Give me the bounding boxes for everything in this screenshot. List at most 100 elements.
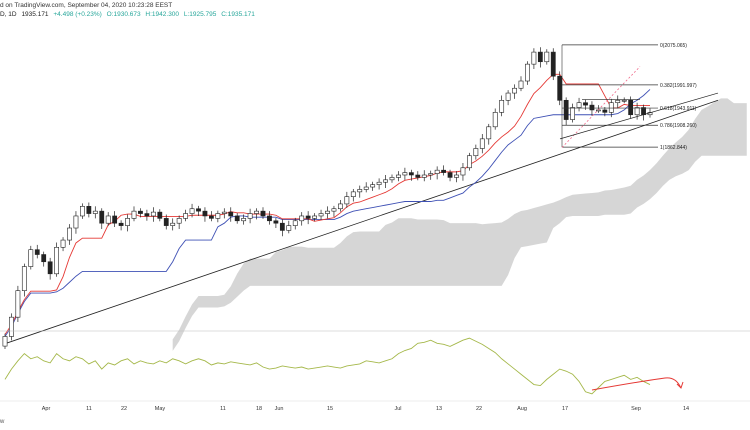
candle-body bbox=[396, 174, 401, 178]
candle-body bbox=[454, 174, 459, 178]
candle-body bbox=[86, 206, 92, 214]
kijun-line bbox=[4, 89, 651, 337]
candle-body bbox=[150, 211, 156, 217]
candle-body bbox=[157, 211, 163, 219]
candle-body bbox=[241, 218, 247, 222]
candle-body bbox=[608, 102, 614, 113]
candle-body bbox=[80, 206, 85, 217]
x-tick-label: Sep bbox=[631, 406, 641, 412]
candle-body bbox=[170, 222, 176, 226]
triangle-upper-line bbox=[559, 92, 719, 140]
high-value: H:1942.300 bbox=[145, 11, 180, 18]
candle-body bbox=[576, 102, 582, 108]
candle-body bbox=[9, 316, 14, 337]
candle-body bbox=[92, 210, 98, 214]
x-tick-label: Jul bbox=[394, 406, 401, 412]
candle-body bbox=[299, 215, 305, 222]
candle-body bbox=[189, 208, 195, 214]
candle-body bbox=[260, 210, 266, 217]
candle-body bbox=[550, 51, 556, 77]
candle-body bbox=[183, 213, 188, 219]
candle-body bbox=[105, 215, 111, 224]
candle-body bbox=[570, 107, 575, 120]
x-tick-label: 13 bbox=[436, 406, 442, 412]
fib-diagonal bbox=[561, 66, 641, 148]
x-tick-label: 11 bbox=[220, 406, 226, 412]
close-value: C:1935.171 bbox=[221, 11, 255, 18]
oscillator-line bbox=[4, 337, 651, 395]
candle-body bbox=[525, 63, 530, 82]
x-tick-label: 15 bbox=[327, 406, 333, 412]
x-tick-label: May bbox=[155, 406, 166, 412]
candle-body bbox=[408, 172, 414, 176]
watermark: w bbox=[0, 419, 5, 425]
candle-body bbox=[628, 99, 634, 116]
candle-body bbox=[441, 169, 446, 173]
fib-label-1: 1(1862.844) bbox=[660, 145, 687, 151]
x-tick-label: Apr bbox=[42, 406, 51, 412]
candle-body bbox=[357, 189, 363, 193]
x-tick-label: Aug bbox=[517, 406, 527, 412]
candle-body bbox=[163, 218, 169, 226]
candle-body bbox=[531, 51, 537, 65]
candle-body bbox=[2, 336, 8, 347]
chart-header: d on TradingView.com, September 04, 2020… bbox=[0, 0, 750, 24]
candle-body bbox=[234, 215, 240, 222]
candle-body bbox=[196, 208, 201, 212]
candle-body bbox=[292, 220, 298, 226]
candle-body bbox=[434, 169, 440, 174]
fib-label-0.618: 0.618(1943.911) bbox=[660, 106, 697, 112]
fib-label-0.786: 0.786(1908.260) bbox=[660, 123, 697, 129]
x-tick-label: 17 bbox=[562, 406, 568, 412]
x-tick-label: 18 bbox=[256, 406, 262, 412]
candle-body bbox=[376, 181, 382, 185]
candle-body bbox=[473, 148, 479, 157]
candle-body bbox=[144, 213, 150, 217]
last-price: 1935.171 bbox=[21, 11, 49, 18]
candle-body bbox=[421, 174, 427, 178]
candle-body bbox=[15, 290, 21, 318]
candle-body bbox=[466, 155, 472, 169]
candles bbox=[2, 47, 653, 349]
candle-body bbox=[383, 179, 388, 183]
candle-body bbox=[634, 107, 640, 116]
candle-body bbox=[112, 215, 118, 224]
candle-body bbox=[337, 203, 343, 210]
candle-body bbox=[428, 173, 434, 176]
candle-body bbox=[228, 211, 234, 217]
candle-body bbox=[447, 172, 453, 178]
candle-body bbox=[331, 208, 337, 212]
price-change: +4.498 (+0.23%) bbox=[53, 11, 102, 18]
candle-body bbox=[54, 246, 59, 275]
candle-body bbox=[583, 102, 588, 106]
candle-body bbox=[221, 211, 227, 214]
candle-body bbox=[125, 218, 130, 226]
candle-body bbox=[505, 92, 511, 101]
support-trendline bbox=[4, 99, 719, 345]
candle-body bbox=[389, 177, 395, 181]
ohlc-line: D, 1D 1935.171 +4.498 (+0.23%) O:1930.67… bbox=[0, 11, 258, 18]
candle-body bbox=[41, 254, 47, 263]
annotation-arrow bbox=[591, 377, 682, 391]
candle-body bbox=[202, 210, 208, 217]
x-tick-label: Jun bbox=[275, 406, 284, 412]
candle-body bbox=[279, 222, 285, 231]
candle-body bbox=[350, 191, 356, 197]
candle-body bbox=[118, 222, 124, 226]
candle-body bbox=[318, 213, 324, 217]
candle-body bbox=[273, 220, 279, 224]
source-line: d on TradingView.com, September 04, 2020… bbox=[0, 2, 173, 9]
x-tick-label: 11 bbox=[86, 406, 92, 412]
candle-body bbox=[602, 109, 608, 113]
fibonacci-retracement: 0(2075.065) 0.382(1991.997) 0.618(1943.911… bbox=[561, 43, 697, 151]
candle-body bbox=[363, 186, 369, 190]
candle-body bbox=[28, 249, 34, 267]
candle-body bbox=[402, 172, 408, 176]
candle-body bbox=[305, 215, 311, 219]
candle-body bbox=[47, 261, 53, 275]
candle-body bbox=[99, 210, 105, 224]
symbol-timeframe: D, 1D bbox=[0, 11, 17, 18]
candle-body bbox=[138, 210, 143, 214]
candle-body bbox=[67, 227, 72, 241]
